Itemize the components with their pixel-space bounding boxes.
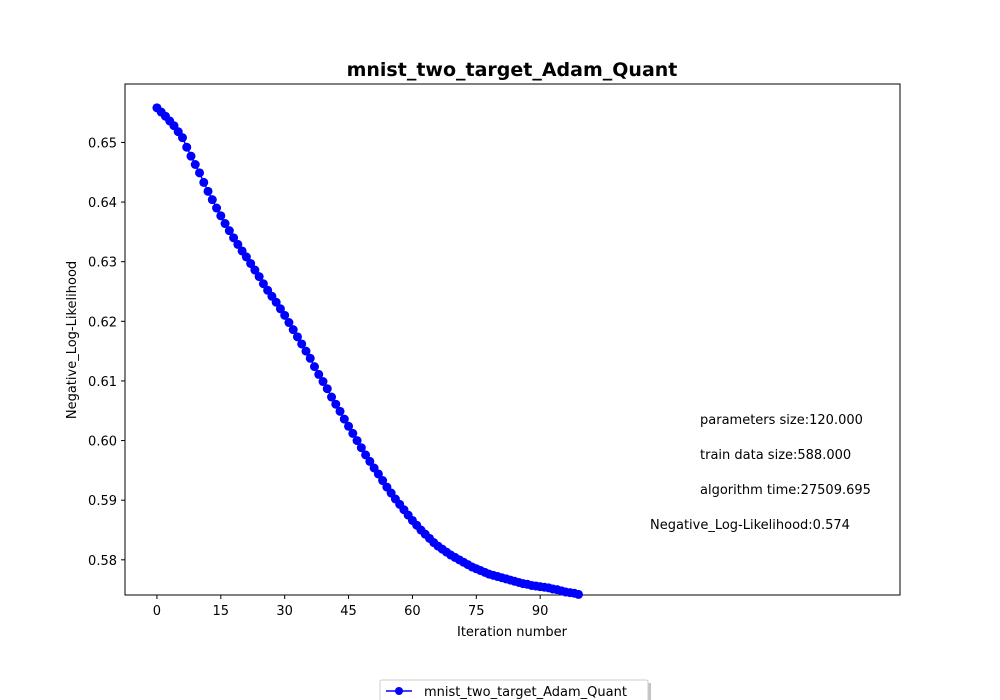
data-point [254,272,264,282]
data-point [574,589,584,599]
legend-box [379,679,649,700]
x-tick-label: 75 [468,604,485,619]
data-point [216,211,226,221]
data-point [378,476,388,486]
data-point [309,362,319,372]
data-point [288,325,298,335]
data-point [246,258,256,268]
x-axis-label: Iteration number [457,625,568,640]
annotation-algorithm-time: algorithm time:27509.695 [700,483,871,498]
data-point [361,450,371,460]
data-point [271,297,281,307]
data-point [331,399,341,409]
y-tick-label: 0.59 [88,494,117,509]
x-tick-label: 0 [153,604,161,619]
data-point [182,142,192,152]
series-group [152,103,584,599]
x-tick-label: 15 [213,604,230,619]
legend-marker-swatch [395,687,403,695]
y-axis-ticks: 0.58 0.59 0.60 0.61 0.62 0.63 0.64 0.65 [88,136,125,569]
chart-title: mnist_two_target_Adam_Quant [347,59,678,81]
data-point [186,151,196,161]
data-point [297,339,307,349]
x-tick-label: 30 [276,604,293,619]
data-point [203,186,213,196]
data-point [280,310,290,320]
data-point [275,304,285,314]
data-point [190,159,200,169]
data-point [199,177,209,187]
data-point [224,226,234,236]
data-point [177,133,187,143]
data-point [207,195,217,205]
legend-label: mnist_two_target_Adam_Quant [424,685,627,700]
plot-area-frame [124,83,901,596]
annotation-train-data-size: train data size:588.000 [700,448,851,463]
x-axis-ticks: 0 15 30 45 60 75 90 [153,595,549,619]
x-tick-label: 60 [404,604,421,619]
data-point [322,384,332,394]
data-point [352,436,362,446]
y-tick-label: 0.61 [88,375,117,390]
y-tick-label: 0.58 [88,554,117,569]
data-point [292,332,302,342]
data-point [373,469,383,479]
data-point [301,346,311,356]
annotation-final-nll: Negative_Log-Likelihood:0.574 [650,518,850,533]
annotation-parameters-size: parameters size:120.000 [700,413,863,428]
data-point [220,219,230,229]
data-point [318,377,328,387]
data-point [229,233,239,243]
y-tick-label: 0.63 [88,256,117,271]
data-point [327,392,337,402]
data-point [195,168,205,178]
data-point [344,421,354,431]
x-tick-label: 45 [340,604,357,619]
data-point [241,252,251,262]
y-tick-label: 0.64 [88,196,117,211]
data-point [348,428,358,438]
data-point [250,265,260,275]
y-tick-label: 0.62 [88,315,117,330]
y-tick-label: 0.65 [88,136,117,151]
y-axis-label: Negative_Log-Likelihood [65,261,80,419]
data-point [335,406,345,416]
data-point [339,414,349,424]
data-point [314,369,324,379]
data-point [233,239,243,249]
data-point [365,456,375,466]
series-line [156,107,579,596]
data-point [284,318,294,328]
data-point [356,443,366,453]
data-point [258,279,268,289]
legend: mnist_two_target_Adam_Quant [379,679,651,700]
x-tick-label: 90 [532,604,549,619]
data-point [305,353,315,363]
y-tick-label: 0.60 [88,435,117,450]
data-point [212,203,222,213]
